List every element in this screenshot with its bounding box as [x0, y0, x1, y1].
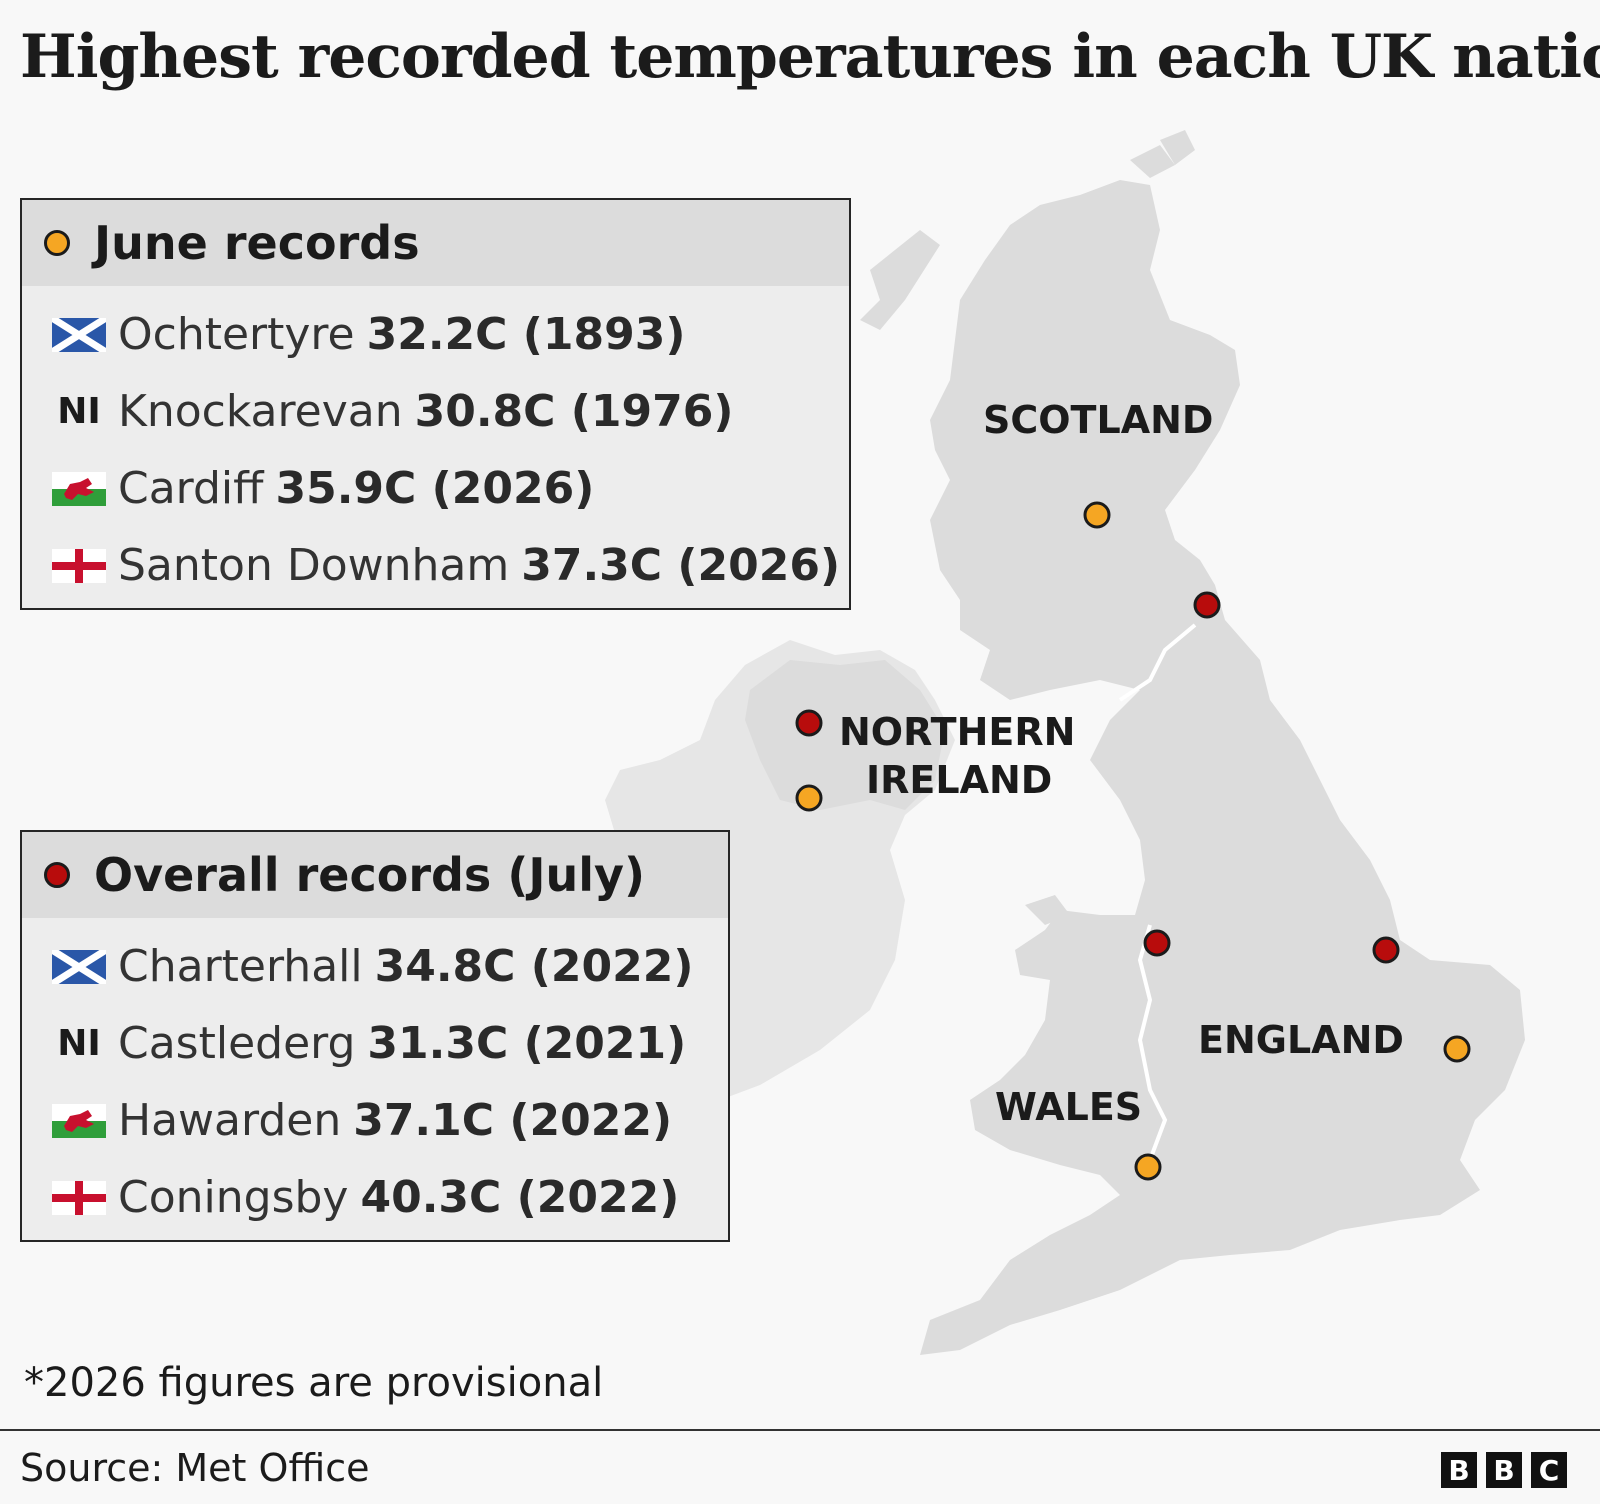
place-name: Ochtertyre — [118, 309, 355, 360]
knockarevan-june-marker — [795, 784, 823, 812]
wales-england-border — [1137, 924, 1168, 1161]
list-item: Santon Downham 37.3C (2026) — [52, 527, 849, 604]
june-records-heading: June records — [22, 200, 849, 286]
place-name: Coningsby — [118, 1172, 349, 1223]
place-name: Knockarevan — [118, 386, 403, 437]
shetland — [1160, 130, 1195, 165]
record-value: 32.2C (1893) — [366, 309, 686, 360]
scotland-england-border — [1118, 623, 1197, 702]
list-item: Charterhall 34.8C (2022) — [52, 928, 728, 1005]
place-name: Charterhall — [118, 941, 363, 992]
santon-downham-june-marker — [1443, 1035, 1471, 1063]
list-item: Cardiff 35.9C (2026) — [52, 450, 849, 527]
label-scotland: SCOTLAND — [983, 398, 1214, 442]
overall-records-heading: Overall records (July) — [22, 832, 728, 918]
label-northern: NORTHERN — [839, 710, 1076, 754]
record-value: 40.3C (2022) — [360, 1172, 680, 1223]
bbc-logo: B B C — [1441, 1452, 1567, 1488]
england-flag-icon — [52, 548, 106, 583]
list-item: NI Castlederg 31.3C (2021) — [52, 1005, 728, 1082]
list-item: Ochtertyre 32.2C (1893) — [52, 296, 849, 373]
place-name: Castlederg — [118, 1018, 356, 1069]
overall-records-panel: Overall records (July) Charterhall 34.8C… — [20, 830, 730, 1242]
june-legend-dot — [44, 230, 70, 256]
great-britain-landmass — [920, 180, 1525, 1355]
cardiff-june-marker — [1134, 1153, 1162, 1181]
chart-title: Highest recorded temperatures in each UK… — [20, 22, 1600, 92]
scotland-flag-icon — [52, 949, 106, 984]
record-value: 37.3C (2026) — [521, 540, 841, 591]
overall-legend-dot — [44, 862, 70, 888]
record-value: 35.9C (2026) — [275, 463, 595, 514]
list-item: NI Knockarevan 30.8C (1976) — [52, 373, 849, 450]
wales-flag-icon — [52, 471, 106, 506]
source-credit: Source: Met Office — [20, 1446, 370, 1490]
coningsby-overall-marker — [1372, 936, 1400, 964]
scotland-flag-icon — [52, 317, 106, 352]
castlederg-overall-marker — [795, 709, 823, 737]
bbc-logo-letter: B — [1441, 1452, 1477, 1488]
place-name: Cardiff — [118, 463, 264, 514]
record-value: 31.3C (2021) — [367, 1018, 687, 1069]
footer-divider — [0, 1429, 1600, 1431]
ni-abbreviation: NI — [57, 1023, 101, 1064]
footnote: *2026 figures are provisional — [24, 1360, 604, 1406]
ni-abbreviation: NI — [57, 391, 101, 432]
outer-hebrides — [860, 230, 940, 330]
label-england: ENGLAND — [1198, 1018, 1404, 1062]
charterhall-overall-marker — [1193, 591, 1221, 619]
june-heading-text: June records — [94, 216, 420, 270]
list-item: Hawarden 37.1C (2022) — [52, 1082, 728, 1159]
label-ireland: IRELAND — [866, 758, 1053, 802]
june-records-panel: June records Ochtertyre 32.2C (1893) NI … — [20, 198, 851, 610]
anglesey — [1025, 895, 1070, 925]
overall-heading-text: Overall records (July) — [94, 848, 645, 902]
bbc-logo-letter: B — [1486, 1452, 1522, 1488]
england-flag-icon — [52, 1180, 106, 1215]
place-name: Santon Downham — [118, 540, 510, 591]
label-wales: WALES — [995, 1085, 1143, 1129]
northern-ireland-landmass — [745, 660, 945, 810]
record-value: 37.1C (2022) — [353, 1095, 673, 1146]
place-name: Hawarden — [118, 1095, 342, 1146]
hawarden-overall-marker — [1143, 929, 1171, 957]
bbc-logo-letter: C — [1531, 1452, 1567, 1488]
list-item: Coningsby 40.3C (2022) — [52, 1159, 728, 1236]
record-value: 34.8C (2022) — [374, 941, 694, 992]
record-value: 30.8C (1976) — [414, 386, 734, 437]
orkney — [1130, 145, 1175, 178]
wales-flag-icon — [52, 1103, 106, 1138]
ochtertyre-june-marker — [1083, 501, 1111, 529]
